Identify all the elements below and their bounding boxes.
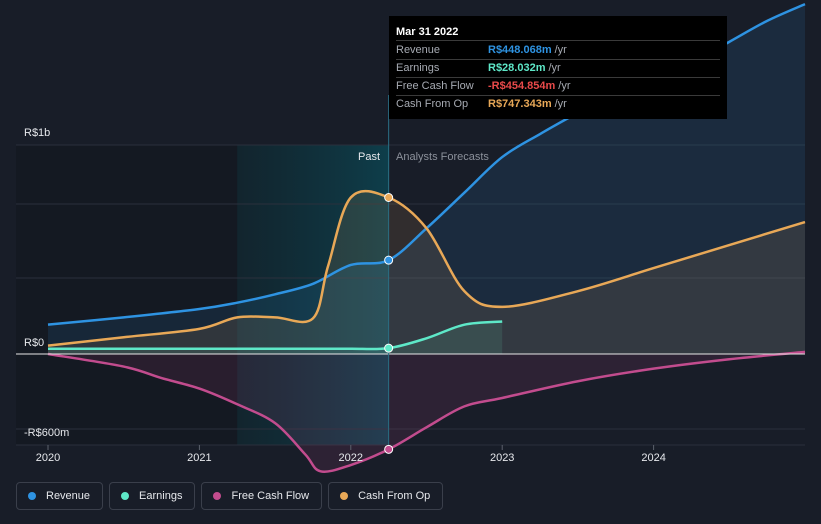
- legend-item-free-cash-flow[interactable]: Free Cash Flow: [201, 482, 323, 510]
- tooltip-row-label: Earnings: [396, 62, 440, 74]
- tooltip-row-label: Cash From Op: [396, 98, 469, 110]
- y-label-top: R$1b: [24, 127, 50, 139]
- legend: Revenue Earnings Free Cash Flow Cash From O…: [16, 482, 444, 510]
- tooltip-row-unit: /yr: [548, 62, 561, 74]
- legend-item-revenue[interactable]: Revenue: [16, 482, 104, 510]
- tooltip-row-label: Free Cash Flow: [396, 80, 474, 92]
- x-tick-label: 2023: [490, 452, 514, 464]
- legend-dot-icon: [28, 492, 36, 500]
- free-cash-flow-line: [47, 350, 806, 473]
- tooltip-row-value: R$448.068m: [488, 44, 552, 56]
- tooltip-row-value: R$28.032m: [488, 62, 546, 74]
- earnings-marker: [384, 343, 394, 353]
- tooltip-row-unit: /yr: [554, 44, 567, 56]
- tooltip-row: Cash From Op R$747.343m/yr: [396, 96, 720, 113]
- tooltip-row: Revenue R$448.068m/yr: [396, 42, 720, 60]
- x-axis-ticks: 2020 2021 2022 2023 2024: [36, 445, 666, 464]
- tooltip-row-value: -R$454.854m: [488, 80, 556, 92]
- revenue-area: [48, 4, 805, 354]
- x-tick-label: 2020: [36, 452, 60, 464]
- earnings-area: [48, 321, 503, 354]
- cash-from-op-area: [48, 191, 805, 354]
- tooltip-rows: Revenue R$448.068m/yr Earnings R$28.032m/yr…: [396, 42, 720, 113]
- x-tick-label: 2024: [641, 452, 665, 464]
- tooltip-row-value: R$747.343m: [488, 98, 552, 110]
- gridlines: [16, 144, 805, 446]
- tooltip-markers: [384, 193, 394, 454]
- tooltip-row-label: Revenue: [396, 44, 441, 56]
- revenue-marker: [384, 255, 394, 265]
- series-lines: [47, 2, 806, 473]
- x-tick-label: 2021: [187, 452, 211, 464]
- tooltip-row-unit: /yr: [558, 80, 571, 92]
- x-tick-label: 2022: [339, 452, 363, 464]
- y-label-zero: R$0: [24, 337, 44, 349]
- highlight-band: [237, 145, 389, 445]
- legend-label: Free Cash Flow: [231, 490, 310, 502]
- past-label: Past: [358, 151, 380, 163]
- legend-dot-icon: [340, 492, 349, 500]
- legend-dot-icon: [121, 492, 130, 500]
- free-cash-flow-area: [48, 351, 805, 472]
- tooltip-row-unit: /yr: [554, 98, 567, 110]
- tooltip-row: Earnings R$28.032m/yr: [396, 60, 720, 78]
- forecast-label: Analysts Forecasts: [396, 151, 489, 163]
- earnings-line: [48, 320, 503, 351]
- legend-item-earnings[interactable]: Earnings: [109, 482, 196, 510]
- legend-label: Revenue: [46, 490, 91, 502]
- legend-dot-icon: [213, 492, 222, 500]
- tooltip-date: Mar 31 2022: [396, 24, 720, 41]
- tooltip: Mar 31 2022 Revenue R$448.068m/yr Earnings…: [389, 16, 727, 119]
- tooltip-row: Free Cash Flow -R$454.854m/yr: [396, 78, 720, 96]
- series-areas: [48, 4, 805, 472]
- y-label-bottom: -R$600m: [24, 427, 69, 439]
- free-cash-flow-marker: [384, 444, 394, 454]
- legend-label: Cash From Op: [358, 490, 431, 502]
- cash-from-op-marker: [384, 193, 394, 203]
- legend-item-cash-from-op[interactable]: Cash From Op: [328, 482, 444, 510]
- legend-label: Earnings: [139, 490, 183, 502]
- cash-from-op-line: [47, 189, 806, 347]
